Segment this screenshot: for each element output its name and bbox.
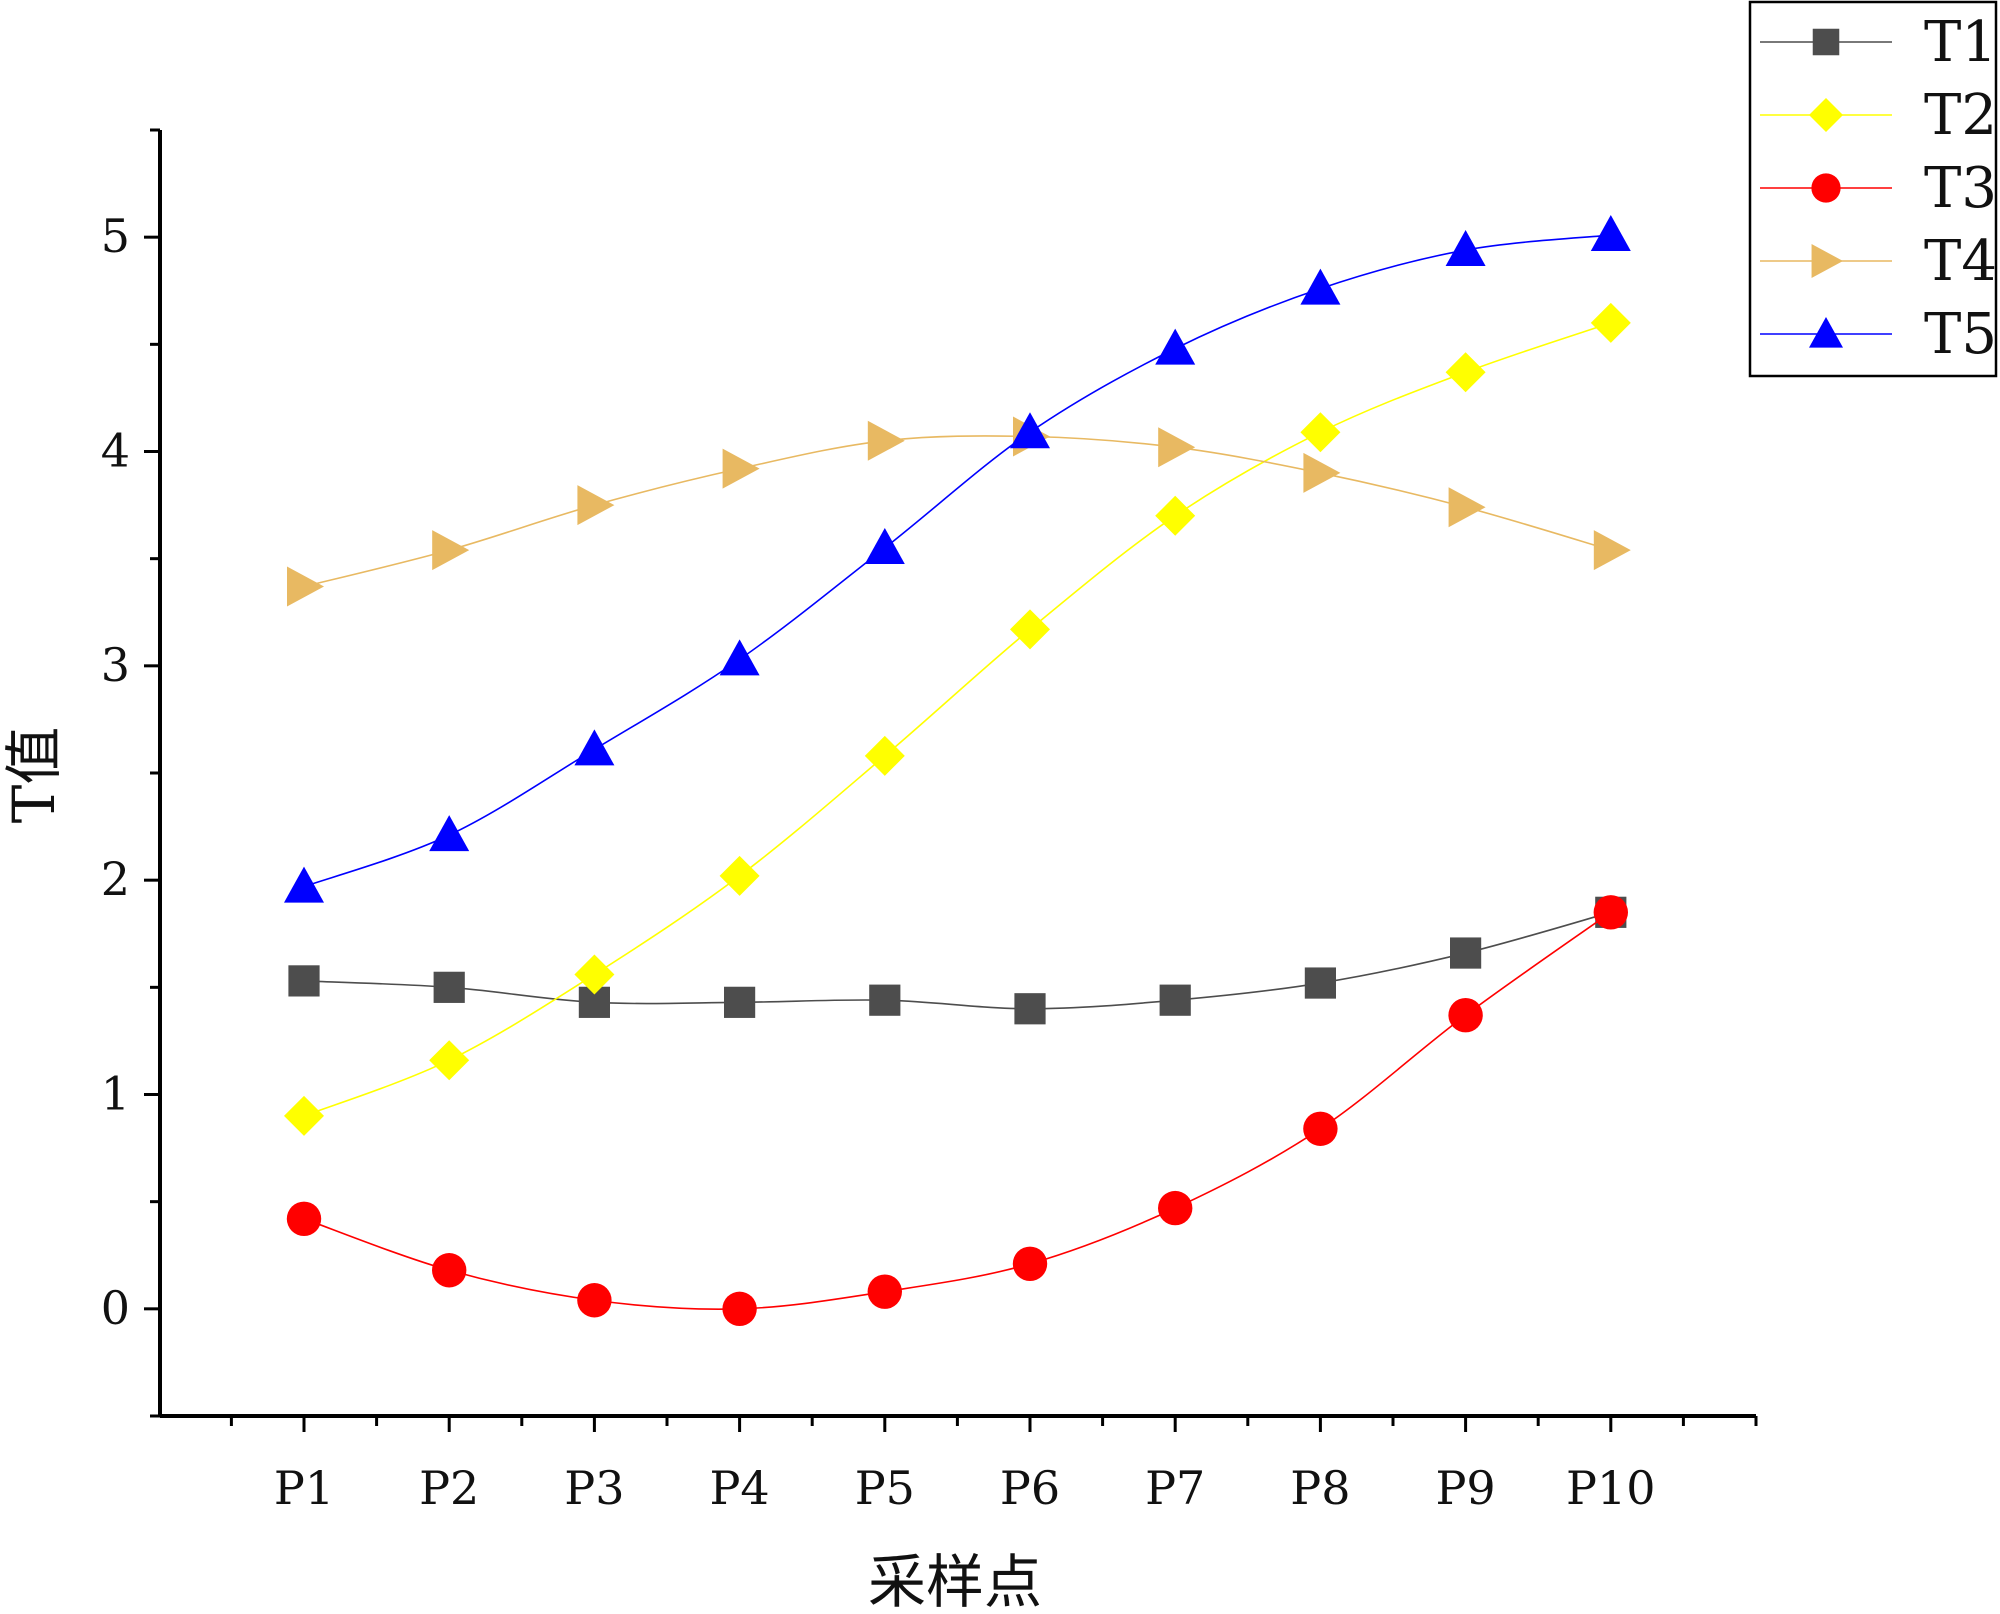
data-point-t1 xyxy=(724,986,756,1018)
data-point-t2 xyxy=(1300,412,1341,453)
data-point-t1 xyxy=(1450,937,1482,969)
x-tick-label: P9 xyxy=(1435,1461,1495,1515)
data-point-t1 xyxy=(869,984,901,1016)
x-tick-label: P8 xyxy=(1290,1461,1350,1515)
legend-marker-t1 xyxy=(1812,28,1840,56)
data-point-t4 xyxy=(1158,427,1196,468)
data-point-t5 xyxy=(1590,215,1631,252)
series-line-t4 xyxy=(303,435,1612,588)
series-t1 xyxy=(288,896,1627,1025)
y-tick-label: 5 xyxy=(101,209,130,263)
y-tick-label: 2 xyxy=(101,852,130,906)
data-point-t1 xyxy=(288,965,320,997)
series-line-t1 xyxy=(303,911,1612,1010)
data-point-t3 xyxy=(577,1283,612,1318)
data-point-t4 xyxy=(287,566,324,607)
data-point-t5 xyxy=(574,729,615,766)
legend-label-t5: T5 xyxy=(1924,302,1997,367)
data-point-t1 xyxy=(1014,993,1046,1025)
y-tick-label: 0 xyxy=(101,1281,130,1335)
series-line-t5 xyxy=(303,234,1611,888)
x-tick-label: P2 xyxy=(419,1461,479,1515)
data-point-t5 xyxy=(1155,328,1196,365)
data-point-t5 xyxy=(429,815,470,852)
x-tick-label: P6 xyxy=(1000,1461,1060,1515)
axes: 0 1 2 3 4 5 P1 P2 P3 P4 P5 P6 P7 P8 P9 P10 xyxy=(101,128,1758,1515)
legend-box xyxy=(1748,0,1998,378)
x-axis-title: 采样点 xyxy=(868,1548,1042,1614)
data-point-t3 xyxy=(1303,1111,1338,1146)
data-point-t3 xyxy=(1593,895,1629,930)
series-line-t2 xyxy=(303,322,1612,1117)
data-point-t5 xyxy=(719,639,760,676)
data-point-t4 xyxy=(1303,452,1341,493)
data-point-t4 xyxy=(722,448,760,489)
data-point-t3 xyxy=(1012,1246,1048,1282)
data-point-t1 xyxy=(433,971,465,1003)
legend-marker-t5 xyxy=(1809,317,1843,348)
x-tick-label: P4 xyxy=(709,1461,769,1515)
data-point-t1 xyxy=(1304,967,1336,999)
legend-label-t2: T2 xyxy=(1924,83,1997,148)
data-point-t3 xyxy=(1448,997,1483,1033)
x-tick-label: P1 xyxy=(274,1461,334,1515)
x-tick-label: P7 xyxy=(1145,1461,1205,1515)
data-point-t4 xyxy=(432,530,470,571)
y-tick-label: 1 xyxy=(101,1067,130,1121)
data-point-t5 xyxy=(1010,412,1050,449)
data-point-t2 xyxy=(1590,302,1631,343)
data-point-t4 xyxy=(577,485,615,526)
data-point-t2 xyxy=(1445,352,1486,393)
y-tick-label: 3 xyxy=(101,638,130,692)
data-point-t2 xyxy=(284,1095,324,1136)
data-point-t3 xyxy=(722,1291,757,1327)
x-tick-label: P10 xyxy=(1566,1461,1655,1515)
series-t4 xyxy=(287,416,1631,607)
data-point-t5 xyxy=(864,527,905,564)
data-point-t4 xyxy=(867,420,905,461)
legend: T1 T2 T3 T4 T5 xyxy=(1748,0,1998,378)
series-layer xyxy=(284,215,1631,1327)
data-point-t4 xyxy=(1448,487,1486,528)
data-point-t4 xyxy=(1593,530,1631,571)
data-point-t5 xyxy=(1300,268,1341,305)
data-point-t3 xyxy=(432,1253,467,1288)
series-line-t3 xyxy=(303,911,1612,1310)
data-point-t5 xyxy=(1445,230,1486,267)
legend-marker-t3 xyxy=(1811,173,1841,203)
legend-marker-t4 xyxy=(1811,244,1843,278)
data-point-t2 xyxy=(574,954,615,995)
series-t2 xyxy=(284,302,1631,1136)
legend-marker-t2 xyxy=(1809,98,1843,132)
data-point-t2 xyxy=(719,855,760,896)
data-point-t3 xyxy=(867,1274,902,1309)
x-tick-label: P3 xyxy=(564,1461,624,1515)
data-point-t3 xyxy=(1158,1190,1193,1226)
y-tick-label: 4 xyxy=(101,424,130,478)
data-point-t2 xyxy=(429,1040,470,1081)
data-point-t2 xyxy=(1010,609,1050,650)
data-point-t5 xyxy=(284,866,324,903)
series-t3 xyxy=(286,895,1629,1327)
data-point-t2 xyxy=(864,735,905,776)
data-point-t1 xyxy=(1159,984,1191,1016)
y-axis-title: T值 xyxy=(0,727,68,824)
series-t5 xyxy=(284,215,1631,903)
x-tick-label: P5 xyxy=(855,1461,915,1515)
data-point-t2 xyxy=(1155,495,1196,536)
data-point-t3 xyxy=(286,1201,322,1237)
legend-label-t1: T1 xyxy=(1924,10,1997,75)
legend-label-t3: T3 xyxy=(1924,156,1997,221)
legend-label-t4: T4 xyxy=(1924,229,1997,294)
